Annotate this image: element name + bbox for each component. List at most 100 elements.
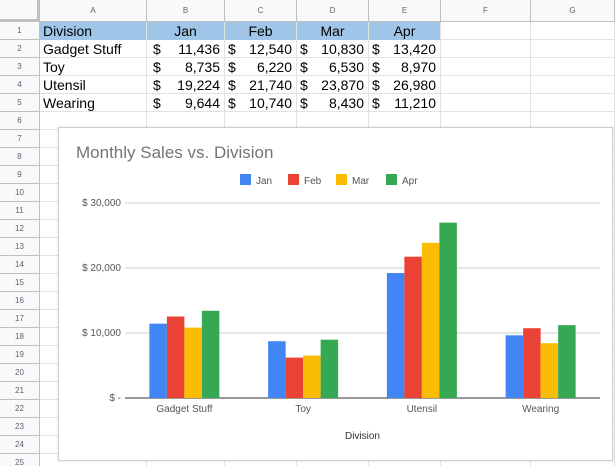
row-header-23[interactable]: 23 bbox=[0, 418, 40, 436]
sales-cell[interactable]: $21,740 bbox=[225, 76, 296, 94]
currency-symbol: $ bbox=[300, 59, 308, 75]
row-header-19[interactable]: 19 bbox=[0, 346, 40, 364]
sales-amount: 23,870 bbox=[321, 77, 364, 93]
column-header-c[interactable]: C bbox=[225, 0, 297, 22]
currency-symbol: $ bbox=[153, 41, 161, 57]
x-tick-label: Toy bbox=[295, 404, 311, 415]
row-header-9[interactable]: 9 bbox=[0, 166, 40, 184]
chart-plot: $ - $ 10,000 $ 20,000 $ 30,000 Gadget Stuff T… bbox=[82, 174, 600, 442]
row-header-3[interactable]: 3 bbox=[0, 58, 40, 76]
row-header-14[interactable]: 14 bbox=[0, 256, 40, 274]
legend-swatch-apr bbox=[386, 174, 397, 185]
sales-amount: 6,530 bbox=[328, 59, 364, 75]
bar-feb-wearing bbox=[523, 328, 541, 398]
column-header-d[interactable]: D bbox=[297, 0, 369, 22]
currency-symbol: $ bbox=[372, 77, 380, 93]
row-header-7[interactable]: 7 bbox=[0, 130, 40, 148]
gridline-horizontal bbox=[40, 57, 615, 58]
row-header-13[interactable]: 13 bbox=[0, 238, 40, 256]
gridline-horizontal bbox=[40, 111, 615, 112]
row-header-1[interactable]: 1 bbox=[0, 22, 40, 40]
row-header-20[interactable]: 20 bbox=[0, 364, 40, 382]
header-cell-feb[interactable]: Feb bbox=[225, 22, 296, 40]
x-tick-label: Utensil bbox=[407, 404, 438, 415]
sales-cell[interactable]: $11,436 bbox=[147, 40, 224, 58]
row-header-6[interactable]: 6 bbox=[0, 112, 40, 130]
row-header-25[interactable]: 25 bbox=[0, 454, 40, 466]
currency-symbol: $ bbox=[228, 59, 236, 75]
row-header-16[interactable]: 16 bbox=[0, 292, 40, 310]
bar-jan-wearing bbox=[505, 335, 524, 398]
column-header-e[interactable]: E bbox=[369, 0, 441, 22]
currency-symbol: $ bbox=[372, 59, 380, 75]
row-header-21[interactable]: 21 bbox=[0, 382, 40, 400]
sales-cell[interactable]: $10,740 bbox=[225, 94, 296, 112]
row-header-4[interactable]: 4 bbox=[0, 76, 40, 94]
row-header-8[interactable]: 8 bbox=[0, 148, 40, 166]
currency-symbol: $ bbox=[300, 77, 308, 93]
division-cell[interactable]: Gadget Stuff bbox=[43, 41, 122, 57]
sales-cell[interactable]: $8,735 bbox=[147, 58, 224, 76]
x-tick-label: Gadget Stuff bbox=[156, 404, 212, 415]
sales-amount: 21,740 bbox=[249, 77, 292, 93]
currency-symbol: $ bbox=[228, 95, 236, 111]
division-cell[interactable]: Utensil bbox=[43, 77, 86, 93]
sales-cell[interactable]: $6,220 bbox=[225, 58, 296, 76]
sales-cell[interactable]: $13,420 bbox=[369, 40, 440, 58]
sales-cell[interactable]: $9,644 bbox=[147, 94, 224, 112]
sales-cell[interactable]: $11,210 bbox=[369, 94, 440, 112]
embedded-chart[interactable]: Monthly Sales vs. Division $ - $ 10,000 $ … bbox=[58, 127, 613, 461]
legend-swatch-mar bbox=[336, 174, 347, 185]
division-cell[interactable]: Wearing bbox=[43, 95, 95, 111]
row-header-11[interactable]: 11 bbox=[0, 202, 40, 220]
select-all-corner[interactable] bbox=[0, 0, 40, 22]
row-header-12[interactable]: 12 bbox=[0, 220, 40, 238]
header-cell-division[interactable]: Division bbox=[40, 22, 146, 40]
row-header-10[interactable]: 10 bbox=[0, 184, 40, 202]
currency-symbol: $ bbox=[153, 95, 161, 111]
bar-mar-utensil bbox=[421, 242, 440, 398]
sales-cell[interactable]: $10,830 bbox=[297, 40, 368, 58]
header-cell-jan[interactable]: Jan bbox=[147, 22, 224, 40]
legend-label-mar: Mar bbox=[352, 176, 370, 187]
currency-symbol: $ bbox=[153, 59, 161, 75]
row-header-2[interactable]: 2 bbox=[0, 40, 40, 58]
currency-symbol: $ bbox=[372, 41, 380, 57]
legend-label-feb: Feb bbox=[304, 176, 322, 187]
header-cell-apr[interactable]: Apr bbox=[369, 22, 440, 40]
bar-apr-utensil bbox=[439, 222, 457, 398]
sales-amount: 13,420 bbox=[393, 41, 436, 57]
sales-cell[interactable]: $23,870 bbox=[297, 76, 368, 94]
bar-apr-gadget-stuff bbox=[201, 310, 220, 398]
column-header-g[interactable]: G bbox=[531, 0, 615, 22]
row-header-24[interactable]: 24 bbox=[0, 436, 40, 454]
sales-amount: 19,224 bbox=[177, 77, 220, 93]
column-header-a[interactable]: A bbox=[40, 0, 147, 22]
x-axis-title: Division bbox=[345, 431, 380, 442]
row-header-5[interactable]: 5 bbox=[0, 94, 40, 112]
row-header-18[interactable]: 18 bbox=[0, 328, 40, 346]
column-header-f[interactable]: F bbox=[441, 0, 531, 22]
row-header-22[interactable]: 22 bbox=[0, 400, 40, 418]
currency-symbol: $ bbox=[300, 95, 308, 111]
header-cell-mar[interactable]: Mar bbox=[297, 22, 368, 40]
row-header-17[interactable]: 17 bbox=[0, 310, 40, 328]
sales-amount: 10,830 bbox=[321, 41, 364, 57]
currency-symbol: $ bbox=[300, 41, 308, 57]
sales-amount: 6,220 bbox=[256, 59, 292, 75]
sales-cell[interactable]: $8,970 bbox=[369, 58, 440, 76]
sales-cell[interactable]: $26,980 bbox=[369, 76, 440, 94]
row-header-15[interactable]: 15 bbox=[0, 274, 40, 292]
column-header-b[interactable]: B bbox=[147, 0, 225, 22]
sales-amount: 12,540 bbox=[249, 41, 292, 57]
division-cell[interactable]: Toy bbox=[43, 59, 65, 75]
gridline-horizontal bbox=[40, 93, 615, 94]
sales-cell[interactable]: $8,430 bbox=[297, 94, 368, 112]
sales-cell[interactable]: $19,224 bbox=[147, 76, 224, 94]
bar-mar-wearing bbox=[540, 343, 559, 398]
bar-jan-toy bbox=[268, 341, 286, 398]
sales-cell[interactable]: $12,540 bbox=[225, 40, 296, 58]
bar-apr-toy bbox=[320, 339, 339, 398]
sales-cell[interactable]: $6,530 bbox=[297, 58, 368, 76]
bar-apr-wearing bbox=[558, 325, 576, 398]
